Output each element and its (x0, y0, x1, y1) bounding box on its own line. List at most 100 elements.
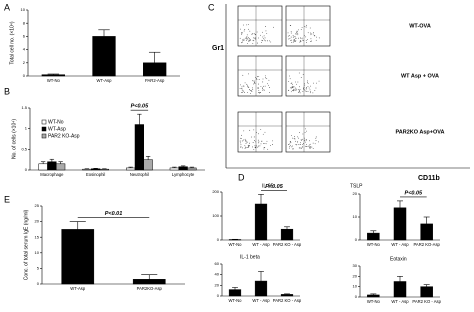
event-dot (291, 90, 293, 91)
event-dot (290, 87, 292, 88)
x-tick-label: Neutrophil (130, 172, 149, 177)
x-tick-label: Eosinophil (86, 172, 105, 177)
event-dot (304, 137, 305, 139)
event-dot (294, 138, 296, 140)
event-dot (299, 40, 301, 42)
x-tick-label: PAR2KO-Asp (137, 286, 163, 291)
bar (280, 294, 294, 297)
event-dot (245, 139, 247, 141)
event-dot (296, 31, 298, 33)
panel-letter: B (4, 86, 10, 96)
event-dot (303, 86, 305, 88)
y-tick-label: 25 (35, 203, 40, 208)
event-dot (242, 41, 244, 43)
event-dot (257, 139, 259, 141)
y-tick-label: 200 (212, 189, 219, 194)
event-dot (307, 83, 309, 84)
event-dot (298, 137, 299, 139)
event-dot (307, 86, 309, 87)
event-dot (307, 91, 309, 92)
error-bar (258, 194, 264, 204)
event-dot (246, 24, 248, 26)
event-dot (294, 36, 296, 38)
event-dot (299, 132, 300, 133)
error-bar (40, 161, 46, 164)
event-dot (249, 39, 251, 41)
y-tick-label: 20 (353, 273, 358, 278)
event-dot (295, 37, 297, 39)
event-dot (253, 148, 255, 150)
event-dot (243, 90, 244, 92)
event-dot (244, 82, 246, 84)
event-dot (305, 139, 307, 141)
event-dot (241, 32, 243, 33)
event-dot (290, 31, 292, 32)
event-dot (297, 81, 299, 83)
event-dot (262, 78, 264, 80)
event-dot (300, 37, 302, 39)
event-dot (262, 133, 264, 135)
event-dot (290, 25, 292, 26)
y-tick-label: 2 (23, 60, 26, 65)
event-dot (304, 131, 306, 133)
event-dot (302, 73, 304, 75)
event-dot (262, 89, 263, 91)
event-dot (309, 143, 311, 145)
event-dot (255, 145, 257, 147)
event-dot (289, 78, 291, 80)
event-dot (301, 147, 303, 148)
event-dot (288, 144, 289, 145)
event-dot (252, 42, 254, 44)
event-dot (246, 38, 248, 40)
error-bar (370, 230, 377, 234)
event-dot (300, 77, 302, 78)
flow-plot (237, 5, 283, 47)
event-dot (298, 29, 299, 31)
error-bar (189, 166, 195, 168)
event-dot (305, 26, 307, 28)
x-tick-label: PAR2 KO - Asp (273, 298, 302, 303)
y-tick-label: 0 (217, 293, 220, 298)
legend-label: WT-Asp (48, 126, 66, 132)
event-dot (264, 75, 266, 77)
event-dot (312, 148, 314, 150)
event-dot (256, 76, 258, 78)
event-dot (311, 146, 313, 148)
event-dot (251, 91, 253, 92)
chart-title: TSLP (350, 183, 363, 189)
event-dot (292, 137, 293, 139)
event-dot (258, 87, 259, 89)
event-dot (263, 39, 265, 41)
event-dot (249, 142, 250, 144)
event-dot (240, 137, 242, 139)
event-dot (264, 40, 266, 42)
event-dot (253, 136, 255, 138)
event-dot (307, 82, 308, 83)
y-tick-label: 10 (21, 7, 26, 12)
event-dot (308, 87, 310, 89)
event-dot (297, 34, 299, 36)
event-dot (248, 73, 249, 75)
event-dot (292, 35, 294, 36)
panel-letter: D (238, 172, 245, 182)
event-dot (305, 36, 307, 38)
event-dot (315, 136, 317, 138)
event-dot (303, 88, 305, 90)
event-dot (240, 146, 242, 148)
event-dot (295, 81, 297, 83)
event-dot (252, 80, 253, 82)
annotation: P<0.05 (131, 104, 150, 110)
event-dot (260, 85, 262, 87)
bar (82, 168, 92, 171)
legend-label: WT-No (48, 119, 64, 125)
event-dot (292, 145, 294, 147)
event-dot (249, 92, 251, 94)
flow-plot (237, 111, 283, 153)
event-dot (293, 88, 295, 90)
bar (56, 163, 66, 171)
event-dot (246, 83, 247, 85)
event-dot (293, 40, 295, 42)
x-tick-label: WT-Asp (70, 286, 86, 291)
chart-title: IL-1 beta (240, 254, 260, 260)
event-dot (292, 41, 294, 43)
